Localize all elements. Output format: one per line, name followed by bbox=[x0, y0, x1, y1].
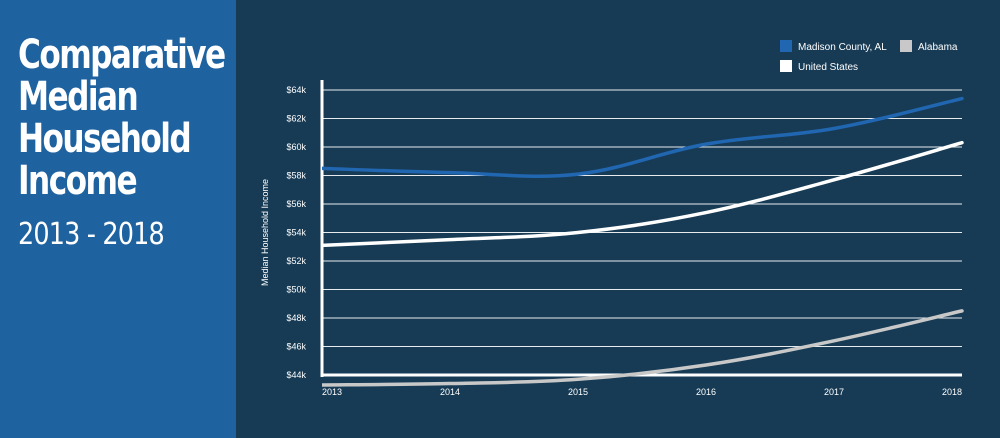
series-line-madison-county-al bbox=[322, 96, 964, 178]
legend-label: Madison County, AL bbox=[798, 42, 887, 53]
x-tick-label: 2017 bbox=[824, 387, 844, 397]
y-tick-label: $48k bbox=[286, 313, 306, 323]
title-line: Median bbox=[18, 74, 139, 120]
legend-label: United States bbox=[798, 62, 858, 73]
legend-swatch bbox=[780, 60, 792, 72]
legend-swatch bbox=[780, 40, 792, 52]
title-panel: Comparative Median Household Income 2013… bbox=[0, 0, 236, 438]
x-tick-label: 2015 bbox=[568, 387, 588, 397]
legend-label: Alabama bbox=[918, 42, 958, 53]
legend-swatch bbox=[900, 40, 912, 52]
title-line: Income bbox=[18, 158, 138, 204]
x-tick-label: 2014 bbox=[440, 387, 460, 397]
y-tick-label: $60k bbox=[286, 142, 306, 152]
y-tick-label: $52k bbox=[286, 256, 306, 266]
y-tick-label: $46k bbox=[286, 342, 306, 352]
y-tick-label: $58k bbox=[286, 171, 306, 181]
series-line-alabama bbox=[322, 309, 964, 387]
y-axis-label: Median Household Income bbox=[260, 179, 270, 286]
y-tick-label: $50k bbox=[286, 285, 306, 295]
y-tick-label: $56k bbox=[286, 199, 306, 209]
x-tick-label: 2013 bbox=[322, 387, 342, 397]
y-tick-label: $64k bbox=[286, 85, 306, 95]
page-subtitle: 2013 - 2018 bbox=[18, 217, 165, 252]
y-tick-label: $54k bbox=[286, 228, 306, 238]
y-tick-label: $44k bbox=[286, 370, 306, 380]
series-line-united-states bbox=[322, 140, 964, 248]
y-tick-label: $62k bbox=[286, 114, 306, 124]
title-line: Household bbox=[18, 116, 192, 162]
x-tick-label: 2018 bbox=[942, 387, 962, 397]
x-tick-label: 2016 bbox=[696, 387, 716, 397]
